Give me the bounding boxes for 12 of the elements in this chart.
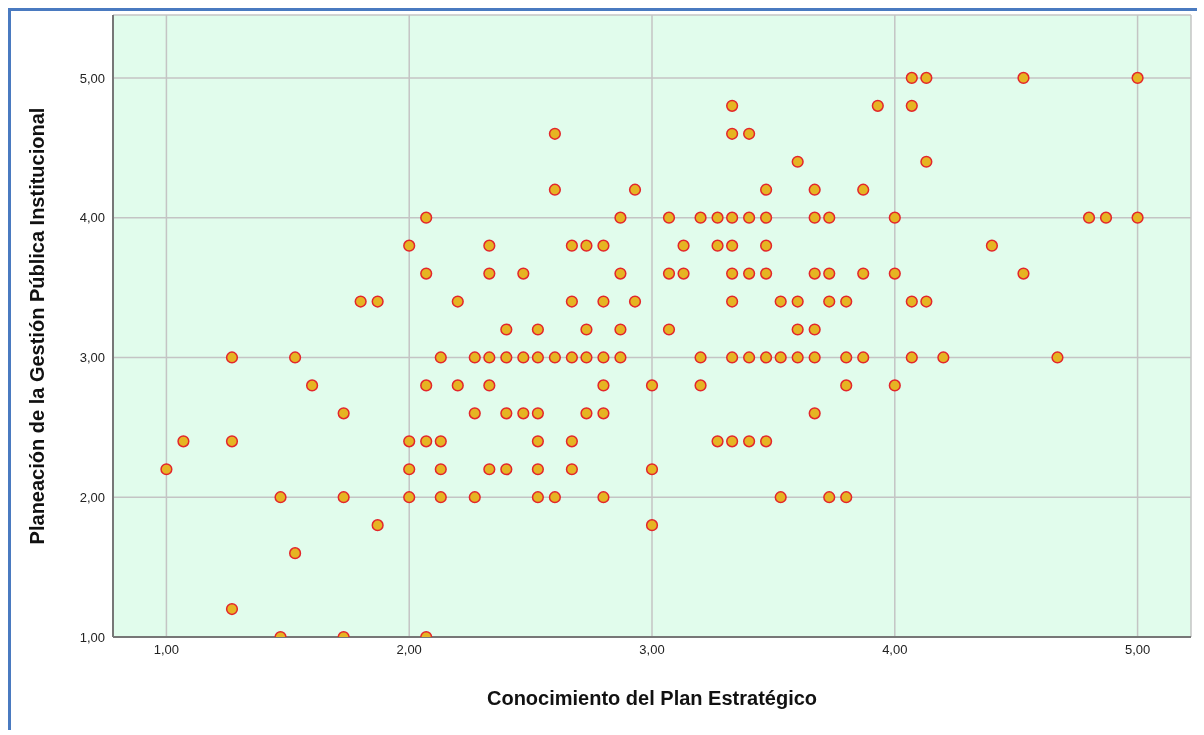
y-tick-label: 1,00	[79, 629, 105, 645]
x-axis-title: Conocimiento del Plan Estratégico	[486, 687, 818, 709]
x-tick-label: 4,00	[882, 642, 908, 658]
y-axis-title: Planeación de la Gestión Pública Institucional	[26, 107, 49, 545]
y-tick-label: 5,00	[79, 70, 105, 86]
y-tick-label: 4,00	[79, 210, 105, 226]
x-tick-label: 5,00	[1124, 642, 1151, 658]
x-tick-label: 3,00	[639, 642, 665, 658]
y-tick-label: 3,00	[79, 350, 105, 366]
x-tick-label: 2,00	[396, 642, 422, 658]
y-tick-label: 2,00	[79, 489, 105, 505]
x-tick-label: 1,00	[153, 642, 180, 658]
